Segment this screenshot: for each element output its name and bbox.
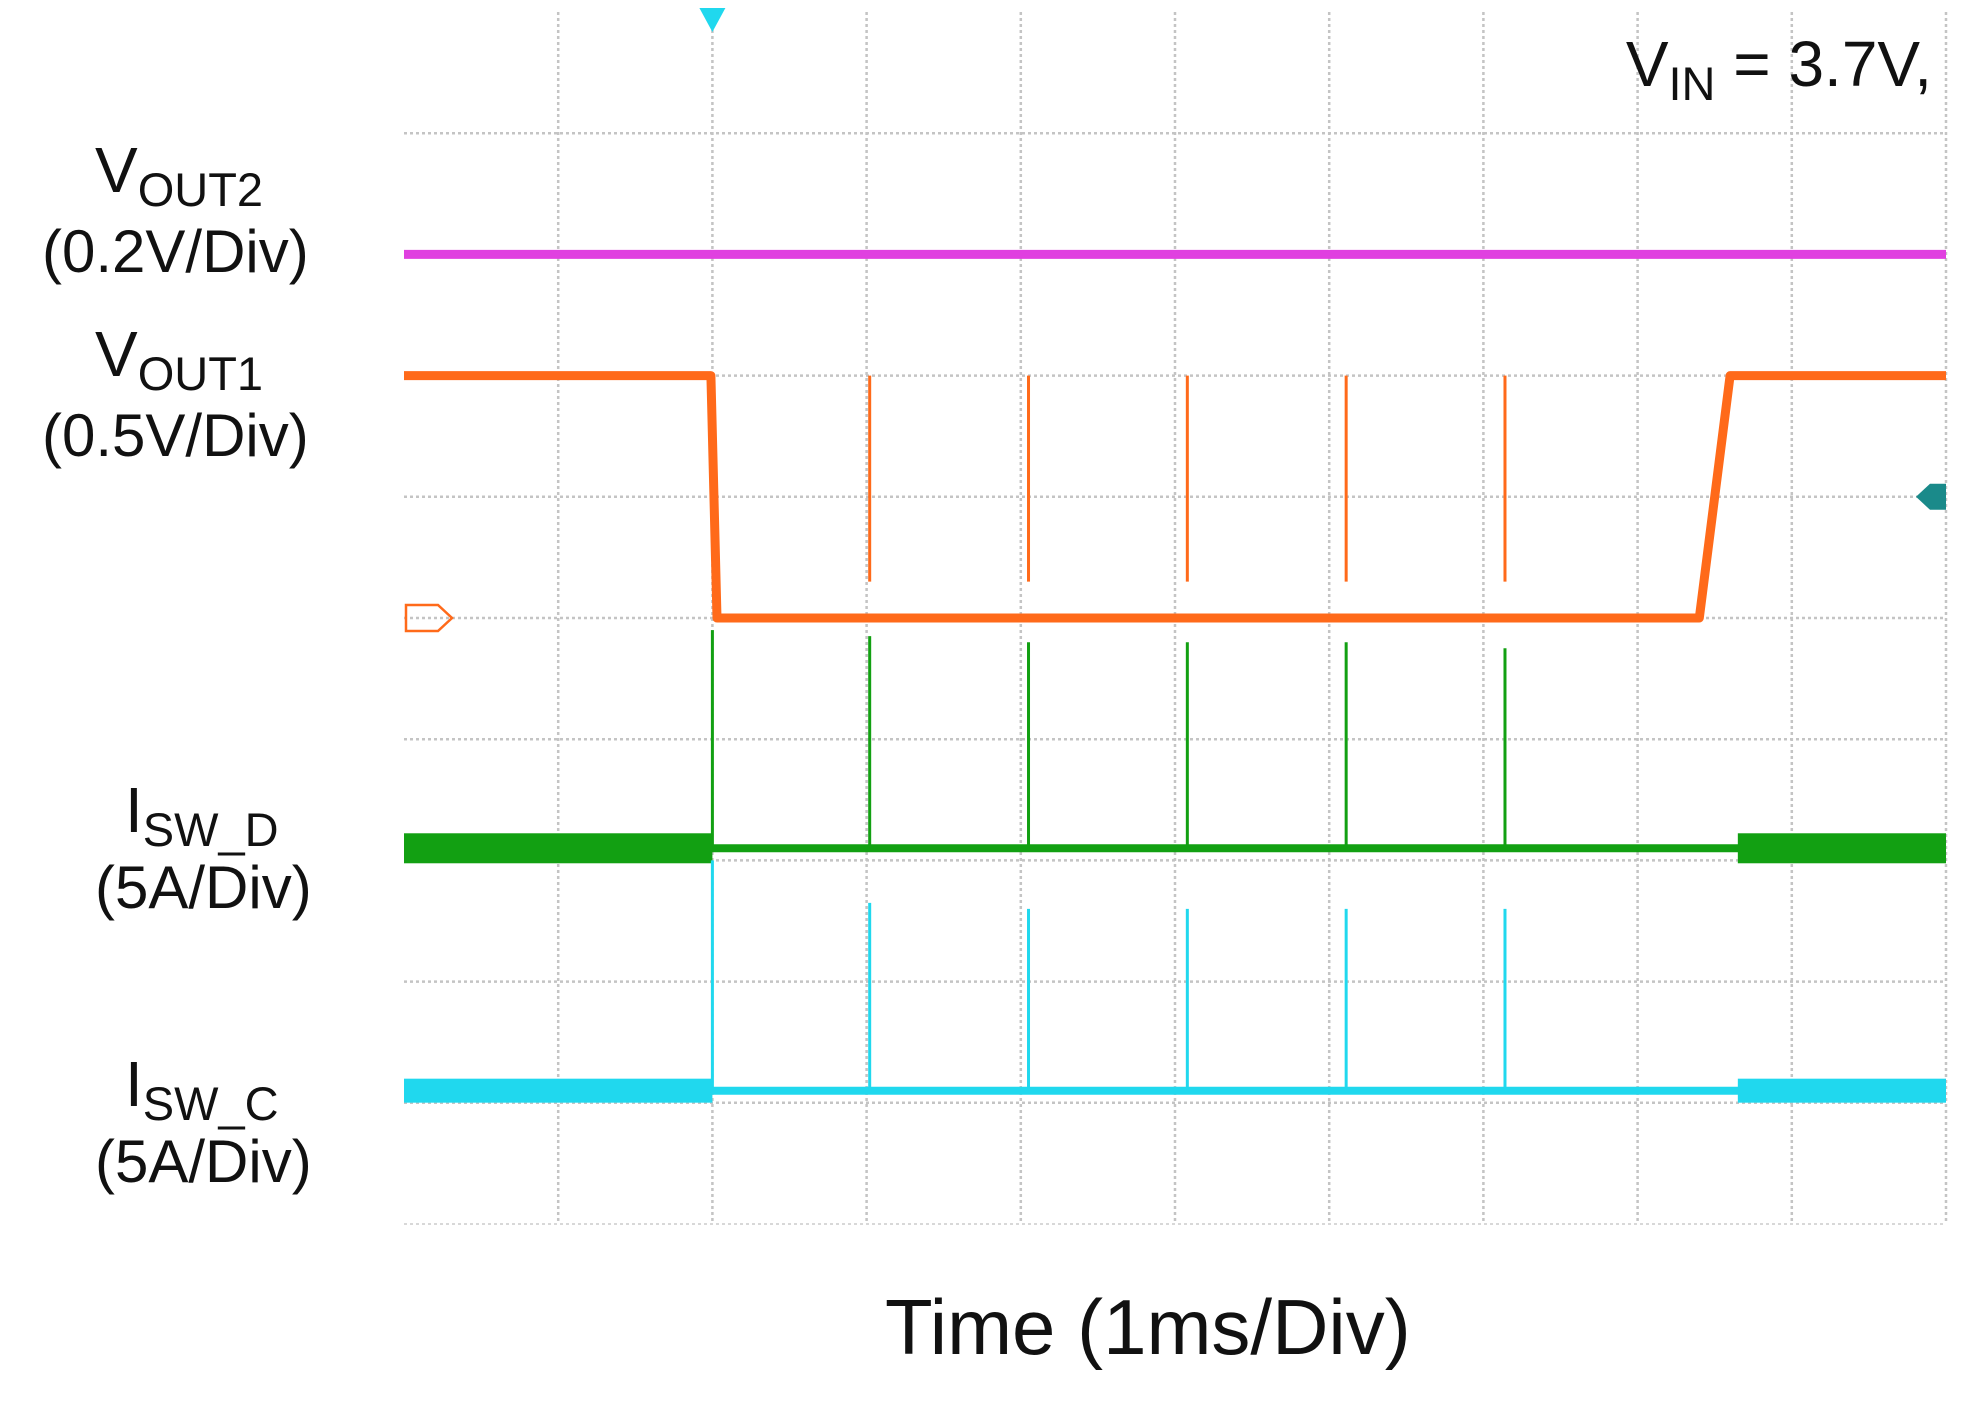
label-isw-d-subscript: SW_D	[142, 803, 279, 856]
trace-isw_d-band	[1737, 833, 1946, 864]
annotation-vin-subscript: IN	[1668, 56, 1716, 110]
scale-vout2: (0.2V/Div)	[42, 218, 309, 285]
scale-vout1: (0.5V/Div)	[42, 402, 309, 469]
scale-isw-d: (5A/Div)	[95, 854, 312, 921]
label-isw-c-subscript: SW_C	[142, 1077, 279, 1130]
channel-markers	[404, 8, 1946, 633]
label-isw-c: ISW_C	[125, 1048, 279, 1130]
x-axis-label: Time (1ms/Div)	[885, 1283, 1411, 1371]
trigger-marker	[699, 8, 726, 32]
channel-marker-vout1	[404, 603, 454, 633]
label-vout1-subscript: OUT1	[137, 347, 264, 400]
label-vout2-subscript: OUT2	[137, 163, 264, 216]
trace-isw_c-band	[1737, 1078, 1946, 1103]
trace-vout1	[404, 371, 1946, 623]
annotation-vin: VIN = 3.7V,	[1625, 28, 1932, 110]
label-vout1: VOUT1	[95, 318, 264, 400]
traces	[404, 249, 1946, 1103]
trace-isw_c-band	[404, 1078, 713, 1103]
label-vout2: VOUT2	[95, 134, 264, 216]
trace-isw_d-band	[404, 833, 713, 864]
label-isw-d: ISW_D	[125, 774, 279, 856]
reference-marker	[1916, 483, 1946, 510]
scale-isw-c: (5A/Div)	[95, 1128, 312, 1195]
